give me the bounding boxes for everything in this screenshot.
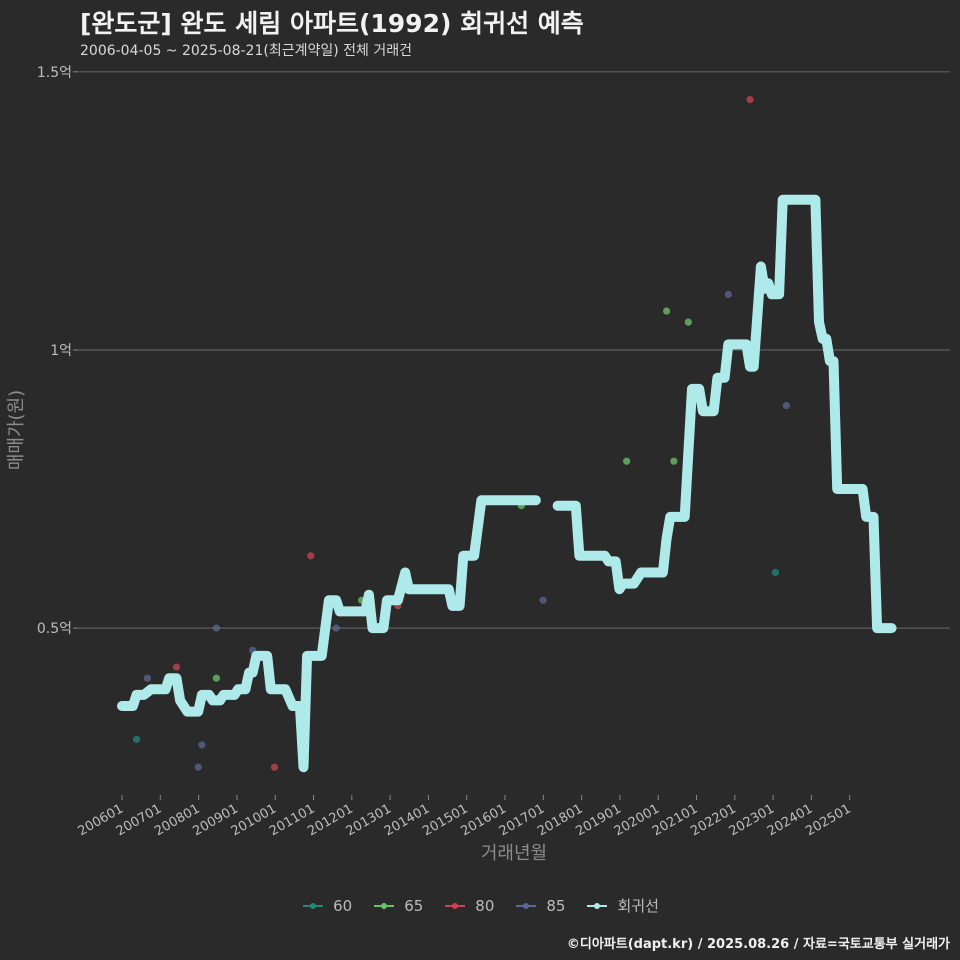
data-point [746,96,754,104]
legend-item: 85 [514,895,565,916]
y-tick-label: 1.5억 [37,65,72,81]
data-point [212,674,220,682]
legend-item: 80 [443,895,494,916]
data-point [782,401,790,410]
data-point [670,457,678,465]
data-point [684,318,692,326]
data-point [539,596,547,604]
legend-swatch [516,902,537,909]
legend-swatch [303,902,324,909]
legend-label: 80 [475,896,495,915]
data-point [724,290,732,298]
legend: 60 65 80 85 회귀선 [0,895,960,916]
legend-item: 65 [372,895,423,916]
source-caption: ©디아파트(dapt.kr) / 2025.08.26 / 자료=국토교통부 실… [566,937,950,952]
legend-label: 85 [546,896,566,915]
data-point [194,763,202,771]
legend-label: 65 [404,896,424,915]
legend-label: 60 [333,896,353,915]
chart-title: [완도군] 완도 세림 아파트(1992) 회귀선 예측 [80,9,584,38]
legend-swatch-dot [452,902,459,909]
data-point [270,763,279,771]
legend-item: 60 [301,895,352,916]
data-point [143,674,152,682]
data-point [771,568,780,577]
y-axis-label: 매매가(원) [6,390,27,470]
data-point [623,457,631,465]
legend-swatch-dot [381,902,388,909]
legend-item: 회귀선 [585,895,659,916]
y-tick-label: 1억 [50,343,72,359]
regression-line [552,194,897,634]
chart-subtitle: 2006-04-05 ~ 2025-08-21(최근계약일) 전체 거래건 [80,43,412,59]
legend-swatch [587,902,608,909]
data-point [307,552,315,560]
data-point [332,624,340,632]
data-point [662,307,671,315]
data-point [198,741,206,749]
legend-swatch-dot [523,902,530,909]
data-point [212,624,220,632]
x-axis-label: 거래년월 [481,843,547,864]
y-tick-label: 0.5억 [37,621,72,637]
legend-label: 회귀선 [617,897,659,915]
legend-swatch-dot [310,902,317,909]
data-point [172,663,181,671]
legend-swatch [445,902,466,909]
regression-line [117,495,541,773]
data-point [132,735,141,743]
legend-swatch [374,902,395,909]
legend-swatch-dot [594,902,601,909]
